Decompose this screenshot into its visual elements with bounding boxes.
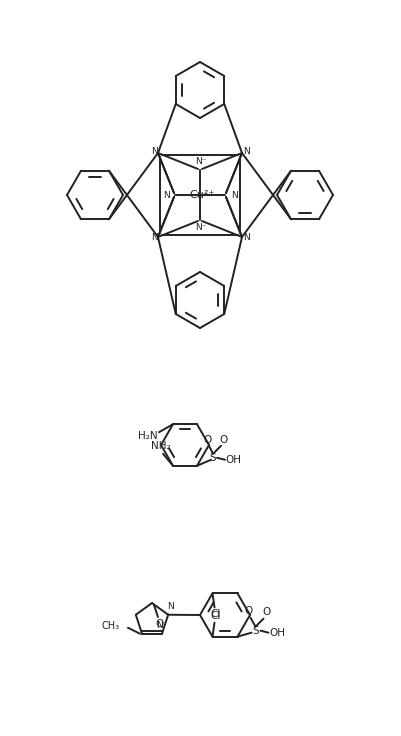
Text: N⁻: N⁻ [195, 224, 207, 233]
Text: N: N [151, 147, 157, 157]
Text: CH₃: CH₃ [102, 620, 120, 631]
Text: Cl: Cl [210, 611, 221, 620]
Text: O: O [262, 606, 271, 617]
Text: N: N [151, 233, 157, 242]
Text: N: N [157, 621, 163, 630]
Text: S: S [210, 453, 216, 463]
Text: Cl: Cl [210, 609, 221, 620]
Text: O: O [244, 606, 253, 615]
Text: N⁻: N⁻ [195, 158, 207, 166]
Text: OH: OH [269, 628, 286, 637]
Text: N: N [243, 147, 249, 157]
Text: O: O [204, 435, 212, 445]
Text: N: N [231, 191, 237, 199]
Text: S: S [252, 626, 259, 636]
Text: N: N [243, 233, 249, 242]
Text: OH: OH [225, 455, 241, 465]
Text: N: N [163, 191, 169, 199]
Text: N: N [167, 602, 174, 611]
Text: Cu²⁺: Cu²⁺ [189, 190, 215, 200]
Text: O: O [156, 619, 164, 629]
Text: H₂N: H₂N [138, 431, 158, 441]
Text: NH₂: NH₂ [151, 441, 171, 450]
Text: O: O [220, 435, 228, 445]
